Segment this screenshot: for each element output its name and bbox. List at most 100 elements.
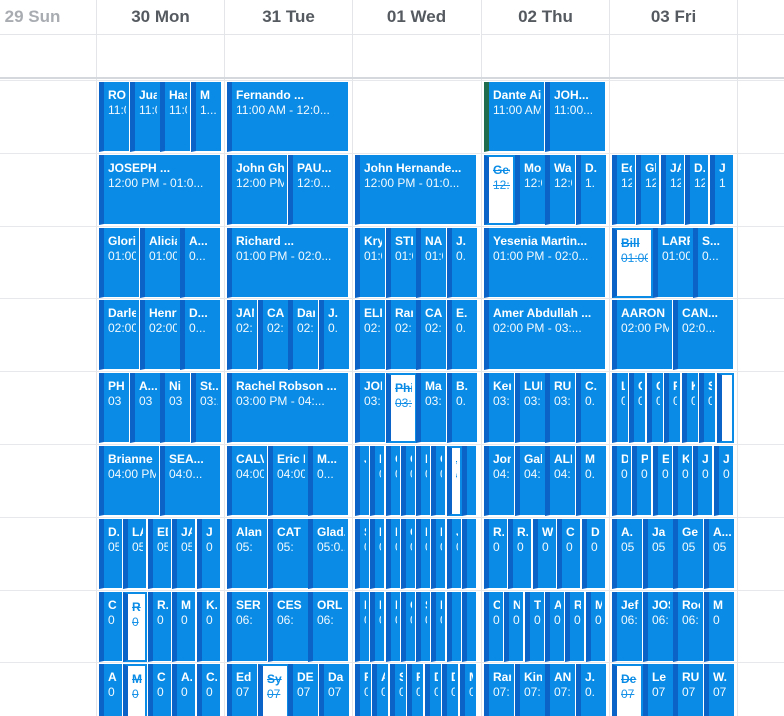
calendar-event[interactable]: J0 [447, 446, 462, 516]
calendar-event[interactable]: Da 07 [319, 664, 350, 716]
calendar-event[interactable]: R0 [355, 664, 372, 716]
calendar-event[interactable]: JOS06: [643, 592, 674, 662]
calendar-event[interactable]: D.05 [99, 519, 123, 589]
calendar-event[interactable]: M 0. [576, 446, 607, 516]
calendar-event[interactable]: J. 0. [319, 300, 350, 370]
calendar-event[interactable]: STE01:0 [386, 228, 417, 298]
calendar-event[interactable]: A... 0... [180, 228, 221, 298]
all-day-cell[interactable] [224, 34, 352, 77]
calendar-event[interactable]: C0 [401, 519, 416, 589]
calendar-event[interactable]: Ker03: [484, 373, 515, 443]
calendar-event[interactable] [462, 446, 477, 516]
calendar-event[interactable]: ED05 [148, 519, 172, 589]
calendar-event[interactable]: Ma 03: [416, 373, 447, 443]
calendar-event[interactable]: W. 07 [704, 664, 735, 716]
calendar-event[interactable]: A... 05 [704, 519, 735, 589]
calendar-event[interactable]: E. 0. [447, 300, 478, 370]
calendar-event[interactable]: D. 1. [576, 155, 607, 225]
calendar-event[interactable]: JOE03: [355, 373, 386, 443]
calendar-event[interactable]: Ge 05 [673, 519, 704, 589]
calendar-event[interactable]: LARR01:00 [653, 228, 694, 298]
calendar-event[interactable]: NAI01:0 [416, 228, 447, 298]
calendar-event[interactable]: Fernando ... 11:00 AM - 12:0... [227, 82, 349, 152]
calendar-event[interactable]: Geo12:0 [484, 155, 515, 225]
day-header-5[interactable]: 03 Fri [609, 0, 737, 34]
calendar-event[interactable]: Alicia01:00 [140, 228, 181, 298]
calendar-event[interactable]: CAN... 02:0... [673, 300, 734, 370]
calendar-event[interactable]: ORL 06: [308, 592, 349, 662]
calendar-event[interactable]: Rachel Robson ... 03:00 PM - 04:... [227, 373, 349, 443]
day-header-2[interactable]: 31 Tue [224, 0, 352, 34]
calendar-event[interactable]: Yesenia Martin... 01:00 PM - 02:0... [484, 228, 606, 298]
calendar-event[interactable]: Henry02:00 [140, 300, 181, 370]
calendar-event[interactable]: Kim07: [515, 664, 546, 716]
calendar-event[interactable]: Amer Abdullah ... 02:00 PM - 03:... [484, 300, 606, 370]
calendar-event[interactable]: S0 [390, 664, 407, 716]
calendar-event[interactable]: CAL02: [416, 300, 447, 370]
calendar-event[interactable]: K0 [682, 373, 699, 443]
calendar-event[interactable]: Dan02: [288, 300, 319, 370]
calendar-event[interactable]: St...03:... [191, 373, 222, 443]
calendar-event[interactable]: D... 0... [180, 300, 221, 370]
calendar-event[interactable]: Ni 03 [160, 373, 191, 443]
calendar-event[interactable]: Eric F04:00 [268, 446, 309, 516]
calendar-event[interactable] [462, 519, 477, 589]
calendar-event[interactable]: AARON F02:00 PM [612, 300, 673, 370]
calendar-event[interactable]: C0 [401, 592, 416, 662]
calendar-event[interactable]: PH 03 [99, 373, 130, 443]
calendar-event[interactable]: ELI 02: [355, 300, 386, 370]
calendar-event[interactable]: LUI 03: [515, 373, 546, 443]
calendar-event[interactable]: A0 [545, 592, 565, 662]
calendar-event[interactable]: K. 0 [197, 592, 221, 662]
calendar-event[interactable]: I0 [416, 519, 431, 589]
calendar-event[interactable]: D0 [612, 446, 632, 516]
calendar-event[interactable]: Sy 07 [258, 664, 289, 716]
calendar-event[interactable]: C0 [401, 446, 416, 516]
day-header-1[interactable]: 30 Mon [96, 0, 224, 34]
calendar-event[interactable]: S... 0... [693, 228, 734, 298]
calendar-event[interactable]: JOH... 11:00... [545, 82, 606, 152]
calendar-event[interactable]: S0 [355, 519, 370, 589]
calendar-event[interactable]: CALV04:00 [227, 446, 268, 516]
calendar-event[interactable]: J0 [447, 519, 462, 589]
calendar-event[interactable]: Ed 07 [227, 664, 258, 716]
calendar-event[interactable] [462, 592, 477, 662]
calendar-event[interactable]: CAR02: [258, 300, 289, 370]
calendar-event[interactable]: Ja 05 [643, 519, 674, 589]
calendar-event[interactable] [447, 592, 462, 662]
calendar-event[interactable]: Ran02: [386, 300, 417, 370]
calendar-event[interactable]: RON11:00 AM [99, 82, 130, 152]
calendar-event[interactable]: Juan11:00 AM [130, 82, 161, 152]
day-header-6[interactable]: 0 [737, 0, 784, 34]
calendar-event[interactable]: J. 0. [576, 664, 607, 716]
calendar-event[interactable]: John Hernande... 12:00 PM - 01:0... [355, 155, 477, 225]
calendar-event[interactable]: B. 0. [447, 373, 478, 443]
all-day-cell[interactable] [481, 34, 609, 77]
all-day-cell[interactable] [737, 34, 784, 77]
calendar-event[interactable]: CAT 05: [268, 519, 309, 589]
calendar-event[interactable]: Kry01:0 [355, 228, 386, 298]
calendar-event[interactable]: SER 06: [227, 592, 268, 662]
calendar-event[interactable]: Richard ... 01:00 PM - 02:0... [227, 228, 349, 298]
calendar-event[interactable]: Darle 02:00 [99, 300, 140, 370]
all-day-cell[interactable] [96, 34, 224, 77]
calendar-event[interactable]: J [355, 446, 370, 516]
day-header-3[interactable]: 01 Wed [352, 0, 480, 34]
calendar-event[interactable]: PAU... 12:0... [288, 155, 349, 225]
calendar-event[interactable]: C0 [647, 373, 664, 443]
calendar-event[interactable]: S0 [699, 373, 716, 443]
calendar-event[interactable]: R0 [565, 592, 585, 662]
calendar-event[interactable]: LA05 [123, 519, 147, 589]
calendar-event[interactable]: Jon04: [484, 446, 515, 516]
